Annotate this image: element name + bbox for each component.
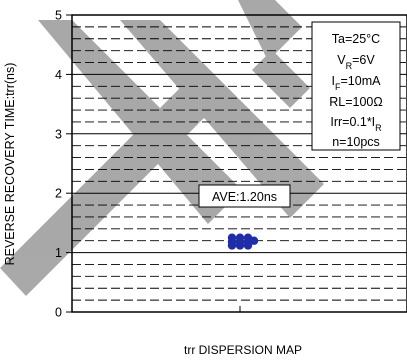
data-point <box>227 233 237 242</box>
conditions-frame <box>311 21 401 151</box>
watermark-band-4 <box>238 0 302 61</box>
y-tick-label: 3 <box>55 127 62 141</box>
watermark <box>0 0 324 296</box>
average-box: AVE:1.20ns <box>198 184 291 208</box>
y-tick-label: 1 <box>55 246 62 260</box>
watermark-band-3 <box>120 20 324 218</box>
condition-if: IF=10mA <box>332 74 382 92</box>
condition-irr: Irr=0.1*IR <box>330 115 382 133</box>
condition-ta: Ta=25°C <box>332 32 380 46</box>
y-tick-label: 4 <box>55 68 62 82</box>
data-point <box>249 236 259 245</box>
y-tick-label: 0 <box>55 306 62 320</box>
y-axis-ticks: 0 1 2 3 4 5 <box>55 9 72 320</box>
watermark-band-5 <box>252 50 310 108</box>
average-label: AVE:1.20ns <box>212 190 277 204</box>
conditions-box: Ta=25°C VR=6V IF=10mA RL=100Ω Irr=0.1*IR… <box>311 21 401 151</box>
y-axis-label: REVERSE RECOVERY TIME:trr(ns) <box>3 63 17 266</box>
data-point <box>235 233 245 242</box>
x-axis-label: trr DISPERSION MAP <box>184 343 302 357</box>
condition-rl: RL=100Ω <box>329 95 382 109</box>
average-frame <box>198 184 291 208</box>
y-tick-label: 2 <box>55 187 62 201</box>
y-tick-label: 5 <box>55 9 62 23</box>
condition-n: n=10pcs <box>332 135 380 149</box>
data-points <box>227 233 259 250</box>
